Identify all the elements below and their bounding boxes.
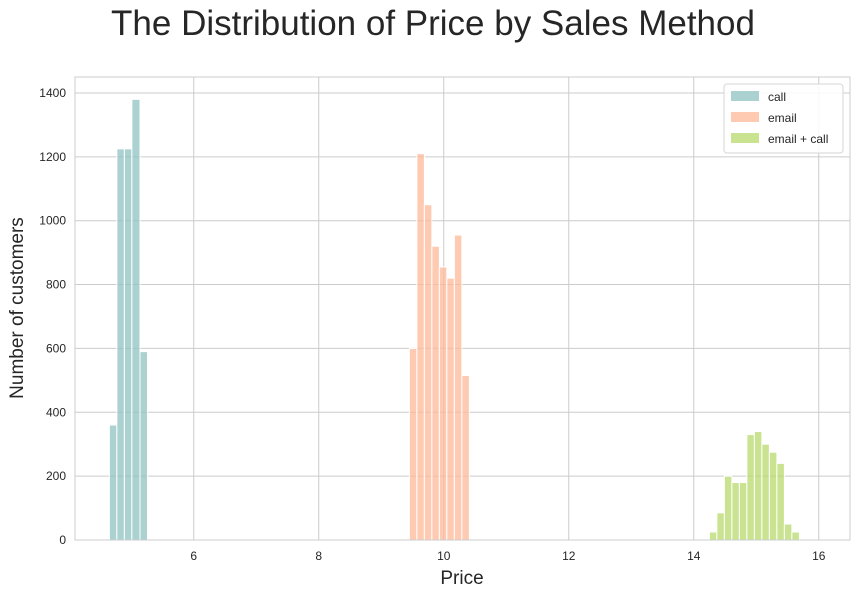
y-tick-label: 800 (46, 278, 66, 292)
plot-frame (74, 76, 851, 541)
x-tick-label: 6 (190, 549, 197, 563)
histogram-bar (453, 234, 463, 541)
legend-swatch (731, 133, 759, 143)
histogram-bar (738, 482, 748, 541)
histogram-bar (123, 148, 133, 541)
y-tick-label: 1400 (39, 86, 66, 100)
x-tick-label: 10 (437, 549, 451, 563)
legend-swatch (731, 112, 759, 122)
y-axis-label: Number of customers (7, 217, 28, 399)
histogram-bar (423, 204, 433, 541)
legend-swatch (731, 91, 759, 101)
histogram-bar (753, 430, 763, 541)
histogram-bars (108, 98, 800, 541)
x-axis-label: Price (440, 568, 483, 589)
histogram-bar (431, 245, 440, 541)
y-tick-label: 1200 (39, 150, 66, 164)
legend-label: call (768, 90, 786, 104)
x-tick-label: 14 (687, 549, 701, 563)
legend: call email email + call (723, 83, 844, 154)
y-tick-label: 1000 (39, 214, 66, 228)
histogram-bar (723, 475, 733, 541)
legend-label: email (768, 111, 797, 125)
y-tick-label: 0 (59, 533, 66, 547)
histogram-bar (791, 531, 800, 541)
x-tick-label: 12 (562, 549, 576, 563)
histogram-bar (108, 424, 118, 541)
histogram-bar (408, 347, 418, 541)
histogram-bar (131, 98, 141, 541)
histogram-bar (461, 375, 470, 541)
histogram-bar (783, 523, 793, 541)
legend-label: email + call (768, 132, 828, 146)
histogram-bar (438, 266, 448, 541)
x-tick-labels: 6 8 10 12 14 16 (190, 549, 825, 563)
histogram-bar (416, 153, 425, 541)
histogram-bar (761, 443, 770, 541)
histogram-bar (746, 434, 755, 541)
x-tick-label: 16 (812, 549, 826, 563)
y-tick-labels: 0 200 400 600 800 1000 1200 1400 (39, 86, 66, 547)
histogram-bar (716, 512, 725, 541)
histogram-bar (731, 482, 740, 541)
histogram-bar (776, 462, 785, 541)
histogram-bar (768, 451, 778, 541)
histogram-bar (708, 531, 718, 541)
chart-title: The Distribution of Price by Sales Metho… (111, 4, 755, 43)
histogram-bar (116, 148, 125, 541)
x-tick-label: 8 (315, 549, 322, 563)
histogram-bar (446, 277, 455, 541)
y-tick-label: 600 (46, 341, 66, 355)
histogram-bar (139, 351, 148, 541)
y-tick-label: 400 (46, 405, 66, 419)
y-tick-label: 200 (46, 469, 66, 483)
